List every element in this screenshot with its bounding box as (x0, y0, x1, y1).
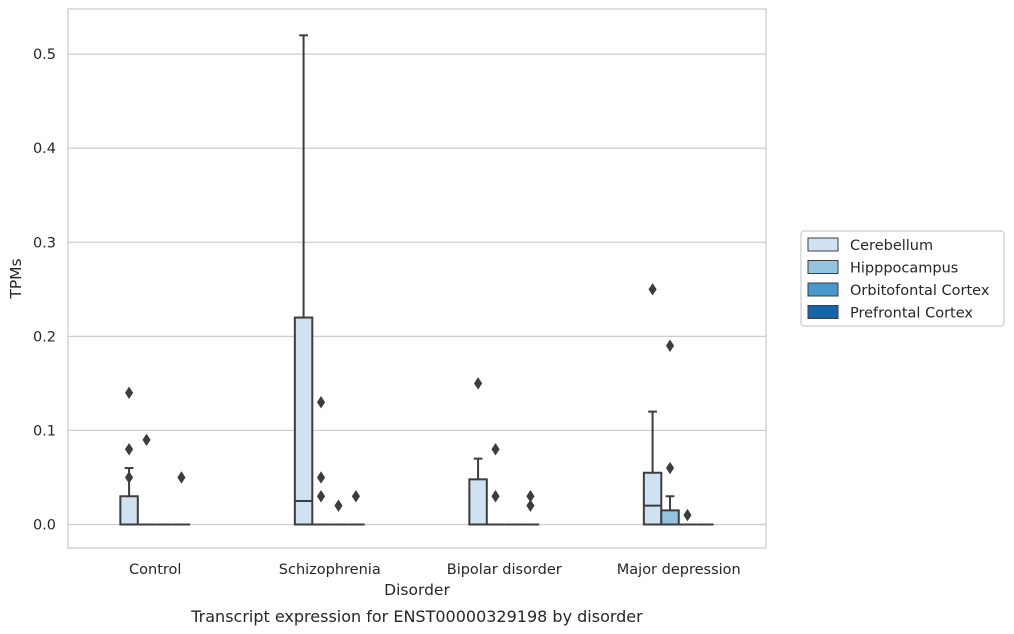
box-3-1 (660, 339, 680, 526)
y-tick-label: 0.0 (33, 517, 56, 533)
gridlines (68, 53, 766, 526)
box-3-2 (678, 508, 697, 526)
x-tick-labels: Control Schizophrenia Bipolar disorder Majo… (129, 562, 741, 578)
legend-swatch (807, 260, 839, 274)
y-tick-label: 0.4 (33, 141, 56, 157)
outlier-point (491, 490, 500, 503)
legend-frame (800, 230, 1005, 327)
box-body (468, 478, 488, 526)
y-tick-label: 0.1 (33, 423, 56, 439)
box-0-1 (137, 433, 156, 526)
outlier-point (683, 508, 692, 522)
outlier-point (316, 395, 326, 409)
plot-frame (67, 8, 767, 549)
box-1-0 (293, 34, 314, 526)
legend-label: Orbitofontal Cortex (850, 283, 990, 299)
x-tick-label: Schizophrenia (279, 562, 381, 578)
x-tick-label: Bipolar disorder (447, 562, 562, 578)
x-axis-label: Disorder (384, 581, 450, 599)
box-body (660, 509, 680, 526)
outlier-point (526, 499, 535, 512)
outlier-point (491, 442, 500, 456)
outlier-point (351, 490, 361, 503)
y-tick-label: 0.3 (33, 235, 56, 251)
x-tick-label: Major depression (617, 562, 741, 578)
y-tick-labels: 0.0 0.1 0.2 0.3 0.4 0.5 (33, 47, 56, 533)
legend-label: Cerebellum (850, 238, 933, 254)
legend-label: Hipppocampus (850, 261, 958, 277)
outlier-point (316, 490, 326, 503)
outlier-point (665, 339, 675, 352)
outlier-point (124, 386, 134, 400)
box-0-3 (172, 471, 191, 526)
y-tick-label: 0.2 (33, 329, 56, 345)
legend-swatch (807, 282, 839, 297)
legend-swatch (807, 305, 839, 319)
box-2-3 (521, 490, 540, 526)
outlier-point (665, 461, 675, 475)
outlier-point (142, 433, 151, 447)
outlier-point (177, 471, 186, 484)
plot-area (119, 34, 714, 526)
outlier-point (334, 499, 343, 512)
legend-swatch (807, 237, 839, 252)
legend: Cerebellum Hipppocampus Orbitofontal Corte… (800, 230, 1005, 327)
box-1-3 (347, 490, 365, 526)
box-1-2 (329, 499, 348, 526)
outlier-point (124, 442, 134, 456)
outlier-point (316, 471, 326, 484)
chart-caption: Transcript expression for ENST0000032919… (190, 607, 643, 626)
box-body (293, 316, 314, 526)
box-3-0 (642, 283, 663, 526)
outlier-point (648, 283, 657, 296)
outlier-point (124, 471, 134, 484)
y-tick-label: 0.5 (33, 47, 56, 63)
box-body (119, 495, 139, 526)
x-tick-label: Control (129, 562, 181, 578)
box-body (642, 471, 663, 526)
box-2-0 (468, 377, 488, 526)
box-2-1 (486, 442, 505, 526)
outlier-point (473, 377, 483, 390)
box-1-1 (312, 395, 330, 526)
legend-label: Prefrontal Cortex (850, 306, 973, 322)
box-0-0 (119, 386, 139, 526)
y-axis-label: TPMs (7, 258, 25, 299)
